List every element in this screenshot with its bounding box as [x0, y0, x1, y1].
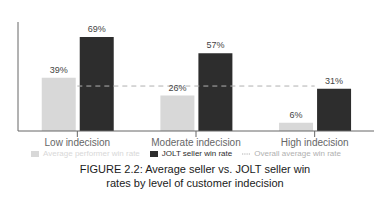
html-text:JOLT seller win rate: JOLT seller win rate: [161, 149, 233, 158]
svg-text:Low indecision: Low indecision: [45, 137, 111, 148]
svg-text:69%: 69%: [88, 24, 106, 34]
svg-text:26%: 26%: [168, 83, 186, 93]
html-text:Average performer win rate: Average performer win rate: [43, 149, 140, 158]
svg-text:6%: 6%: [290, 110, 303, 120]
svg-text:31%: 31%: [325, 76, 343, 86]
svg-text:Moderate indecision: Moderate indecision: [151, 137, 241, 148]
svg-text:39%: 39%: [50, 65, 68, 75]
html-text:Overall average win rate: Overall average win rate: [254, 149, 341, 158]
html-text:rates by level of customer ind: rates by level of customer indecision: [106, 177, 284, 189]
svg-text:57%: 57%: [206, 40, 224, 50]
svg-text:High indecision: High indecision: [281, 137, 349, 148]
html-text:FIGURE 2.2: Average seller vs.: FIGURE 2.2: Average seller vs. JOLT sell…: [79, 163, 311, 175]
